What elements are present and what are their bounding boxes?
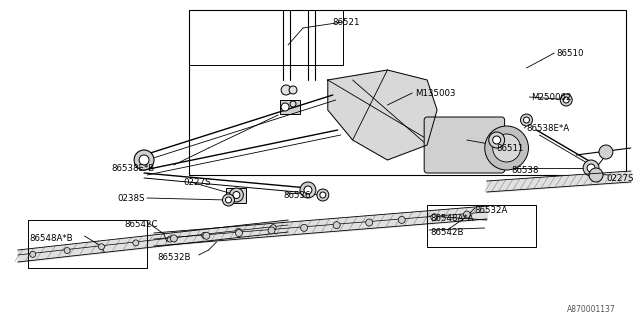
Circle shape <box>225 197 232 203</box>
Circle shape <box>300 182 316 198</box>
Circle shape <box>587 164 595 172</box>
Text: 86542C: 86542C <box>124 220 157 228</box>
Circle shape <box>493 134 520 162</box>
Circle shape <box>304 186 312 194</box>
Circle shape <box>463 211 470 218</box>
Circle shape <box>317 189 329 201</box>
Circle shape <box>223 194 234 206</box>
Bar <box>28 220 147 268</box>
Circle shape <box>268 227 275 234</box>
Circle shape <box>64 248 70 253</box>
Circle shape <box>599 145 613 159</box>
Circle shape <box>236 230 243 236</box>
Circle shape <box>289 86 297 94</box>
Circle shape <box>560 94 572 106</box>
Text: 0227S: 0227S <box>606 173 634 182</box>
Text: 86511: 86511 <box>497 143 524 153</box>
Circle shape <box>563 97 569 103</box>
Circle shape <box>133 240 139 246</box>
Text: 86538: 86538 <box>511 165 539 174</box>
Text: 86542B: 86542B <box>430 228 463 236</box>
Bar <box>227 188 246 203</box>
Circle shape <box>134 150 154 170</box>
Circle shape <box>320 192 326 198</box>
Circle shape <box>203 232 210 239</box>
Text: 86521: 86521 <box>333 18 360 27</box>
Text: 0238S: 0238S <box>117 194 145 203</box>
Text: M250062: M250062 <box>531 92 572 101</box>
Text: 86548A*A: 86548A*A <box>430 213 474 222</box>
Circle shape <box>484 126 529 170</box>
Circle shape <box>99 244 104 250</box>
Circle shape <box>230 188 243 202</box>
Circle shape <box>233 191 240 198</box>
Circle shape <box>290 101 296 107</box>
Polygon shape <box>328 70 437 160</box>
Circle shape <box>301 224 308 231</box>
Circle shape <box>167 236 173 242</box>
Bar <box>280 100 300 114</box>
Text: 86548A*B: 86548A*B <box>30 234 74 243</box>
Circle shape <box>398 216 405 223</box>
Circle shape <box>202 232 207 238</box>
Circle shape <box>520 114 532 126</box>
Text: 86532A: 86532A <box>475 205 508 214</box>
Circle shape <box>524 117 529 123</box>
Circle shape <box>583 160 599 176</box>
Text: A870001137: A870001137 <box>567 306 616 315</box>
Text: 86538E*A: 86538E*A <box>527 124 570 132</box>
Text: 86536: 86536 <box>283 190 310 199</box>
Circle shape <box>333 222 340 229</box>
Circle shape <box>170 235 177 242</box>
Circle shape <box>281 103 289 111</box>
Bar <box>427 205 536 247</box>
FancyBboxPatch shape <box>424 117 504 173</box>
Bar <box>189 10 342 65</box>
Circle shape <box>281 85 291 95</box>
Circle shape <box>236 228 242 235</box>
Circle shape <box>139 155 149 165</box>
Text: 86538E*B: 86538E*B <box>111 164 154 172</box>
Circle shape <box>493 136 500 144</box>
Circle shape <box>431 214 438 221</box>
Circle shape <box>30 251 36 257</box>
Bar <box>189 10 626 175</box>
Text: 86532B: 86532B <box>157 253 191 262</box>
Circle shape <box>489 132 504 148</box>
Text: 86510: 86510 <box>556 49 584 58</box>
Text: M135003: M135003 <box>415 89 456 98</box>
Circle shape <box>270 225 276 231</box>
Text: 0227S: 0227S <box>184 178 211 187</box>
Circle shape <box>365 219 372 226</box>
Circle shape <box>589 168 603 182</box>
